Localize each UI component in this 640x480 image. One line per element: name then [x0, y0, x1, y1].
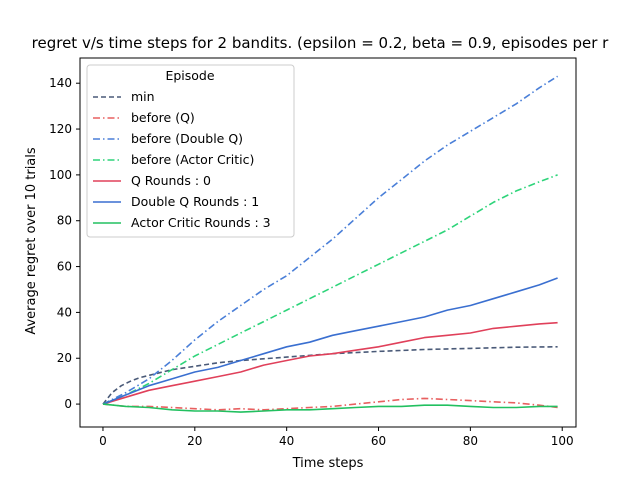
x-tick-label: 80 — [463, 434, 478, 448]
legend-box — [86, 64, 295, 238]
axes-frame — [79, 57, 577, 428]
x-tick-label: 0 — [99, 434, 107, 448]
legend-entry: before (Double Q) — [131, 131, 243, 146]
x-tick-label: 40 — [279, 434, 294, 448]
legend-entry: Actor Critic Rounds : 3 — [131, 215, 271, 230]
legend-title: Episode — [165, 68, 214, 83]
series-line-before-double-q — [102, 75, 559, 405]
legend-entry: before (Actor Critic) — [131, 152, 254, 167]
legend-entry: min — [131, 89, 155, 104]
y-tick-label: 20 — [57, 351, 72, 365]
series-line-double-q-rounds-1 — [102, 277, 558, 405]
y-axis-label: Average regret over 10 trials — [24, 147, 39, 335]
series-line-q-rounds-0 — [102, 321, 558, 405]
series-line-before-q — [102, 397, 558, 411]
series-line-before-actor-critic — [102, 174, 558, 405]
series-line-min — [102, 346, 558, 405]
y-tick-label: 80 — [57, 214, 72, 228]
legend-entry: Double Q Rounds : 1 — [131, 194, 259, 209]
x-axis: 0 20 40 60 80 100 — [99, 427, 574, 448]
y-tick-label: 40 — [57, 305, 72, 319]
chart-title: regret v/s time steps for 2 bandits. (ep… — [32, 34, 610, 52]
series-line-actor-critic-rounds-3 — [102, 403, 558, 413]
x-tick-label: 20 — [187, 434, 202, 448]
x-tick-label: 60 — [371, 434, 386, 448]
legend: Episode min before (Q) before (Double Q) bef… — [86, 64, 295, 238]
x-tick-label: 100 — [551, 434, 574, 448]
legend-entry: Q Rounds : 0 — [131, 173, 211, 188]
y-tick-label: 100 — [49, 168, 72, 182]
y-tick-label: 60 — [57, 260, 72, 274]
x-axis-label: Time steps — [292, 456, 364, 471]
plot-area — [102, 75, 559, 413]
y-tick-label: 140 — [49, 76, 72, 90]
legend-entry: before (Q) — [131, 110, 195, 125]
y-axis: 0 20 40 60 80 100 120 140 — [49, 76, 80, 411]
y-tick-label: 120 — [49, 122, 72, 136]
y-tick-label: 0 — [64, 397, 72, 411]
